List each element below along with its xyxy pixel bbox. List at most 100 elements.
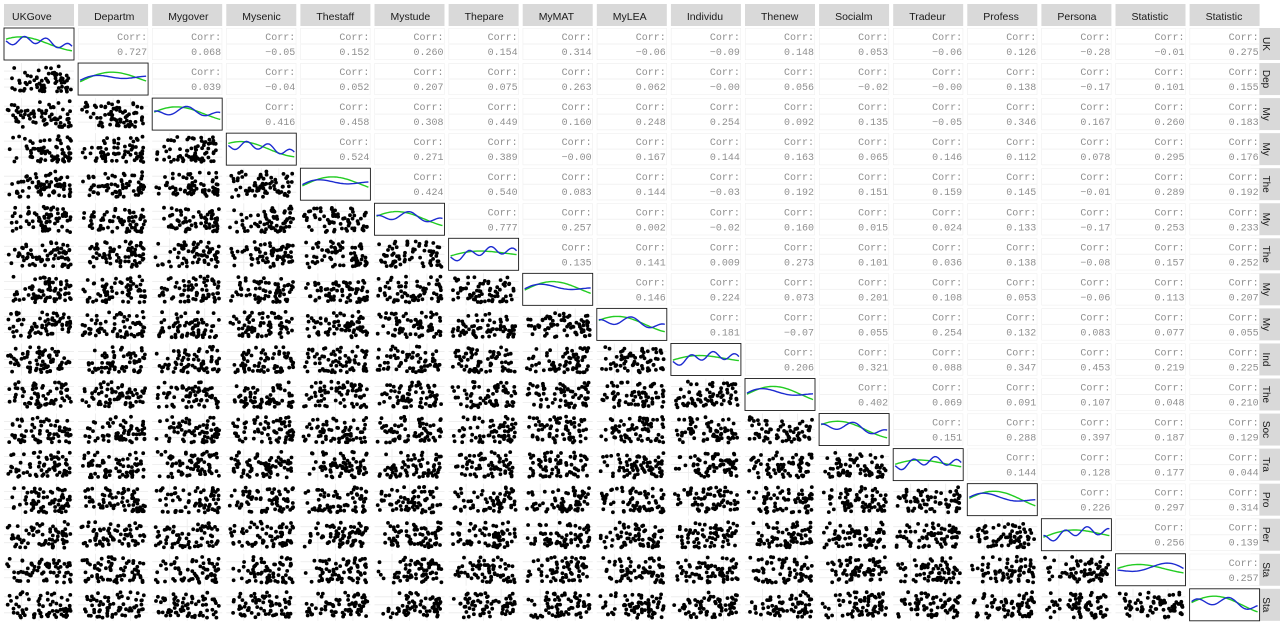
scatter-point (434, 349, 439, 354)
scatter-point (359, 440, 364, 445)
scatter-point (583, 354, 587, 359)
scatter-point (385, 354, 389, 358)
corr-label: Corr: (1006, 68, 1036, 79)
scatter-point (178, 299, 183, 304)
scatter-point (289, 284, 294, 288)
scatter-point (231, 176, 236, 181)
scatter-point (193, 147, 198, 152)
corr-value: 0.271 (413, 153, 443, 164)
scatter-point (403, 284, 408, 289)
scatter-point (532, 327, 537, 331)
scatter-point (616, 401, 621, 406)
scatter-point (84, 400, 89, 404)
row-label: Sta (1260, 562, 1271, 577)
scatter-point (527, 425, 531, 429)
scatter-point (101, 226, 106, 231)
scatter-point (313, 403, 318, 408)
scatter-point (20, 394, 25, 399)
scatter-point (171, 370, 176, 374)
scatter-point (256, 429, 261, 434)
scatter-point (127, 314, 132, 318)
scatter-point (266, 432, 270, 437)
scatter-point (248, 253, 253, 257)
scatter-point (325, 217, 330, 222)
scatter-point (636, 368, 641, 373)
scatter-point (654, 368, 658, 372)
scatter-point (412, 323, 417, 328)
scatter-point (35, 85, 40, 90)
scatter-point (31, 262, 35, 266)
scatter-point (388, 395, 392, 400)
scatter-point (66, 155, 71, 159)
scatter-point (81, 287, 86, 292)
scatter-point (480, 292, 484, 296)
scatter-point (489, 355, 494, 359)
scatter-point (205, 212, 210, 217)
scatter-point (210, 324, 215, 329)
scatter-point (329, 239, 333, 244)
scatter-point (210, 209, 215, 213)
scatter-point (129, 252, 134, 257)
scatter-point (47, 219, 52, 224)
scatter-point (471, 402, 476, 407)
scatter-point (312, 325, 317, 330)
scatter-point (574, 320, 579, 325)
scatter-point (275, 217, 280, 221)
scatter-point (288, 356, 293, 361)
scatter-point (120, 290, 125, 295)
column-strip (448, 4, 519, 26)
scatter-point (358, 436, 363, 441)
scatter-point (204, 425, 209, 430)
scatter-point (174, 312, 179, 317)
scatter-point (177, 172, 182, 177)
correlation-panel: Corr:−0.07 (745, 308, 815, 341)
scatter-point (365, 387, 369, 392)
scatter-point (246, 189, 251, 193)
correlation-panel: Corr:0.314 (522, 28, 593, 60)
scatter-point (362, 435, 367, 440)
scatter-point (8, 353, 13, 358)
scatter-point (211, 229, 215, 234)
scatter-point (395, 395, 400, 399)
scatter-point (52, 432, 57, 437)
scatter-point (260, 311, 265, 316)
scatter-point (65, 387, 70, 392)
scatter-point (172, 395, 177, 400)
scatter-point (170, 415, 175, 419)
scatter-point (169, 138, 174, 143)
scatter-point (658, 349, 663, 354)
scatter-point (289, 180, 294, 184)
column-strip (819, 4, 890, 26)
scatter-point (170, 176, 175, 181)
corr-label: Corr: (191, 33, 221, 44)
scatter-point (283, 424, 288, 429)
scatter-point (214, 222, 219, 227)
scatter-point (557, 313, 562, 318)
scatter-point (48, 285, 52, 290)
scatter-point (160, 365, 164, 370)
scatter-panel (152, 378, 223, 411)
scatter-point (16, 380, 21, 385)
correlation-panel: Corr:0.458 (300, 98, 371, 131)
corr-value: 0.389 (488, 153, 518, 164)
scatter-point (29, 429, 34, 433)
scatter-point (483, 299, 487, 304)
scatter-point (31, 383, 36, 388)
scatter-point (20, 263, 25, 268)
scatter-point (179, 428, 184, 432)
scatter-point (12, 434, 17, 439)
scatter-point (67, 99, 72, 104)
scatter-point (190, 176, 194, 180)
scatter-point (135, 332, 140, 337)
scatter-point (265, 395, 269, 399)
scatter-point (438, 418, 443, 422)
scatter-point (435, 365, 440, 369)
scatter-point (7, 147, 12, 152)
corr-label: Corr: (1080, 384, 1110, 395)
correlation-panel: Corr:0.254 (670, 98, 741, 131)
scatter-point (93, 333, 98, 338)
scatter-point (101, 438, 106, 442)
scatter-point (103, 113, 107, 117)
scatter-point (193, 365, 197, 370)
corr-value: −0.05 (932, 118, 962, 129)
